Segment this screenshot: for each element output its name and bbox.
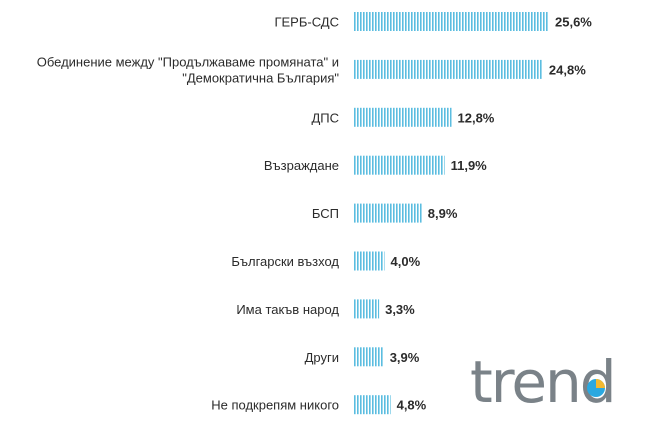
category-label: ДПС [311, 110, 339, 125]
bar [354, 59, 543, 79]
value-label: 25,6% [555, 15, 592, 30]
bars-layer: 25,6% ГЕРБ-СДС 24,8% Обединение между "Прод… [37, 12, 592, 415]
category-label: Обединение между "Продължаваме промяната… [37, 54, 339, 69]
bar [354, 107, 452, 127]
category-label: ГЕРБ-СДС [274, 15, 339, 30]
trend-logo: trend [470, 348, 617, 416]
value-label: 11,9% [451, 158, 488, 173]
category-label: БСП [312, 206, 339, 221]
bar [354, 347, 384, 367]
value-label: 12,8% [458, 110, 495, 125]
value-label: 4,8% [397, 398, 427, 413]
value-label: 3,3% [385, 302, 415, 317]
category-label: Има такъв народ [236, 302, 339, 317]
category-label: Други [305, 350, 339, 365]
logo-pie-icon [587, 379, 605, 397]
value-label: 4,0% [391, 254, 421, 269]
bar [354, 395, 391, 415]
value-label: 3,9% [390, 350, 420, 365]
category-label: "Демократична България" [182, 70, 339, 85]
bar [354, 12, 549, 31]
category-label: Възраждане [264, 158, 339, 173]
bar [354, 299, 380, 319]
category-label: Български възход [231, 254, 339, 269]
bar [354, 155, 445, 175]
bar [354, 251, 385, 271]
bar [354, 203, 422, 223]
category-label: Не подкрепям никого [211, 398, 339, 413]
value-label: 8,9% [428, 206, 458, 221]
value-label: 24,8% [549, 62, 586, 77]
